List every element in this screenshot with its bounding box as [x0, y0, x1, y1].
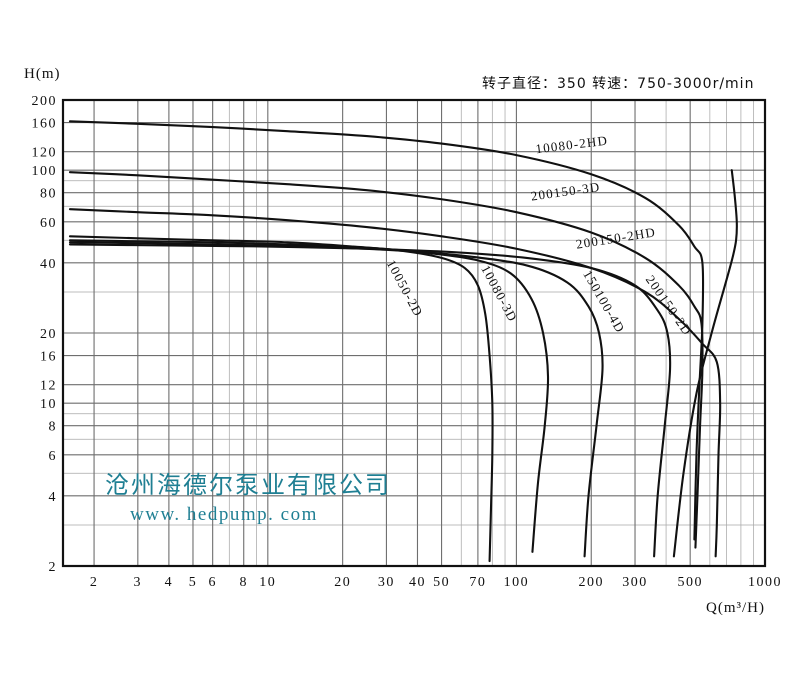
- performance-curve: [68, 120, 705, 541]
- x-tick-label: 1000: [748, 575, 782, 590]
- x-tick-label: 5: [189, 575, 198, 590]
- x-tick-label: 100: [504, 575, 530, 590]
- watermark-url: www. hedpump. com: [130, 504, 318, 525]
- x-tick-label: 300: [622, 575, 648, 590]
- y-tick-label: 2: [49, 560, 58, 575]
- x-tick-label: 70: [469, 575, 486, 590]
- x-tick-label: 30: [378, 575, 395, 590]
- y-tick-label: 160: [32, 117, 58, 132]
- x-tick-label: 40: [409, 575, 426, 590]
- y-tick-label: 16: [40, 350, 57, 365]
- chart-header-note: 转子直径：350 转速：750-3000r/min: [482, 75, 754, 92]
- x-tick-labels: 2 3 4 5 6 8 10 20 30 40 50 70 100 200 300 500 1000: [90, 575, 782, 590]
- curve-group: [68, 120, 738, 563]
- x-tick-label: 10: [259, 575, 276, 590]
- y-tick-label: 10: [40, 397, 57, 412]
- performance-curve: [68, 239, 550, 553]
- y-tick-label: 20: [40, 327, 57, 342]
- y-tick-label: 60: [40, 216, 57, 231]
- y-axis-title: H(m): [24, 66, 61, 82]
- performance-curve: [68, 243, 672, 558]
- performance-curve: [68, 235, 494, 563]
- performance-curve: [68, 241, 604, 558]
- watermark: 沧州海德尔泵业有限公司 www. hedpump. com: [105, 471, 391, 525]
- y-tick-label: 80: [40, 187, 57, 202]
- x-tick-label: 500: [677, 575, 703, 590]
- x-tick-label: 50: [433, 575, 450, 590]
- y-tick-label: 200: [32, 94, 58, 109]
- performance-curve: [672, 169, 738, 558]
- y-tick-label: 8: [49, 420, 58, 435]
- y-tick-label: 100: [32, 164, 58, 179]
- y-tick-label: 40: [40, 257, 57, 272]
- x-tick-label: 3: [134, 575, 143, 590]
- x-tick-label: 2: [90, 575, 99, 590]
- y-tick-label: 6: [49, 449, 58, 464]
- x-tick-label: 6: [208, 575, 217, 590]
- y-tick-label: 120: [32, 146, 58, 161]
- x-tick-label: 20: [334, 575, 351, 590]
- x-tick-label: 8: [239, 575, 248, 590]
- x-axis-title: Q(m³/H): [706, 600, 765, 616]
- y-tick-labels: 2 4 6 8 10 12 16 20 40 60 80 100 120 160 200: [32, 94, 58, 575]
- performance-curve: [68, 171, 704, 549]
- x-tick-label: 4: [165, 575, 174, 590]
- grid-minor: [63, 100, 765, 566]
- y-tick-label: 12: [40, 379, 57, 394]
- plot-frame: [61, 98, 767, 568]
- watermark-company: 沧州海德尔泵业有限公司: [105, 471, 391, 499]
- x-tick-label: 200: [578, 575, 604, 590]
- y-tick-label: 4: [49, 490, 58, 505]
